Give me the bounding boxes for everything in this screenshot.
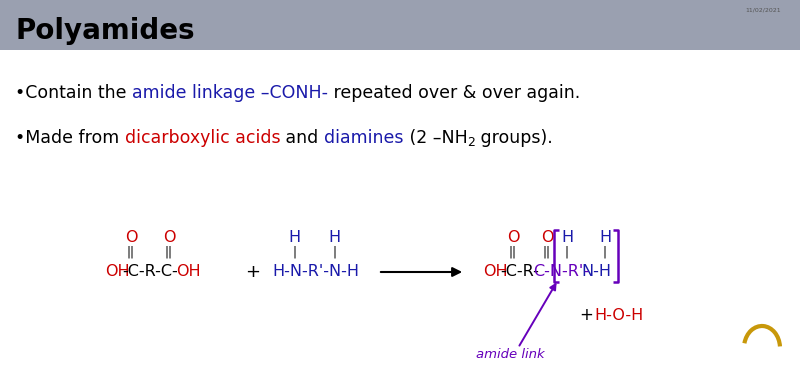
Text: 2: 2 bbox=[467, 136, 475, 149]
Text: +: + bbox=[246, 263, 261, 281]
Text: H: H bbox=[328, 230, 340, 245]
Text: OH: OH bbox=[176, 265, 201, 279]
Text: H-O-H: H-O-H bbox=[594, 308, 643, 322]
Text: N-H: N-H bbox=[581, 265, 611, 279]
Text: -C-R-: -C-R- bbox=[500, 265, 539, 279]
Text: Polyamides: Polyamides bbox=[15, 17, 194, 45]
Text: •Made from: •Made from bbox=[15, 129, 125, 147]
Text: repeated over & over again.: repeated over & over again. bbox=[328, 84, 580, 102]
Text: groups).: groups). bbox=[475, 129, 553, 147]
Text: -C-R-C-: -C-R-C- bbox=[122, 265, 178, 279]
Text: ||: || bbox=[165, 245, 173, 259]
Text: O: O bbox=[162, 230, 175, 245]
Text: H-N-R'-N-H: H-N-R'-N-H bbox=[272, 265, 359, 279]
Text: 11/02/2021: 11/02/2021 bbox=[745, 7, 781, 12]
Text: diamines: diamines bbox=[324, 129, 404, 147]
Text: |: | bbox=[332, 245, 336, 259]
Text: and: and bbox=[280, 129, 324, 147]
Text: +: + bbox=[580, 306, 598, 324]
Text: O: O bbox=[506, 230, 519, 245]
Text: H: H bbox=[561, 230, 573, 245]
Text: ||: || bbox=[543, 245, 551, 259]
Text: O: O bbox=[541, 230, 554, 245]
Text: amide link: amide link bbox=[476, 348, 544, 362]
Text: (2 –NH: (2 –NH bbox=[404, 129, 467, 147]
Text: H: H bbox=[288, 230, 300, 245]
Text: OH: OH bbox=[483, 265, 508, 279]
Text: |: | bbox=[292, 245, 296, 259]
Text: O: O bbox=[125, 230, 138, 245]
Text: |: | bbox=[565, 245, 569, 259]
Text: H: H bbox=[599, 230, 611, 245]
Text: ||: || bbox=[509, 245, 517, 259]
Text: ||: || bbox=[127, 245, 135, 259]
Text: dicarboxylic acids: dicarboxylic acids bbox=[125, 129, 280, 147]
Text: amide linkage –CONH-: amide linkage –CONH- bbox=[132, 84, 328, 102]
Text: C-N-R'-: C-N-R'- bbox=[533, 265, 589, 279]
FancyBboxPatch shape bbox=[0, 0, 800, 50]
Text: OH: OH bbox=[105, 265, 130, 279]
Text: •Contain the: •Contain the bbox=[15, 84, 132, 102]
Text: |: | bbox=[603, 245, 607, 259]
